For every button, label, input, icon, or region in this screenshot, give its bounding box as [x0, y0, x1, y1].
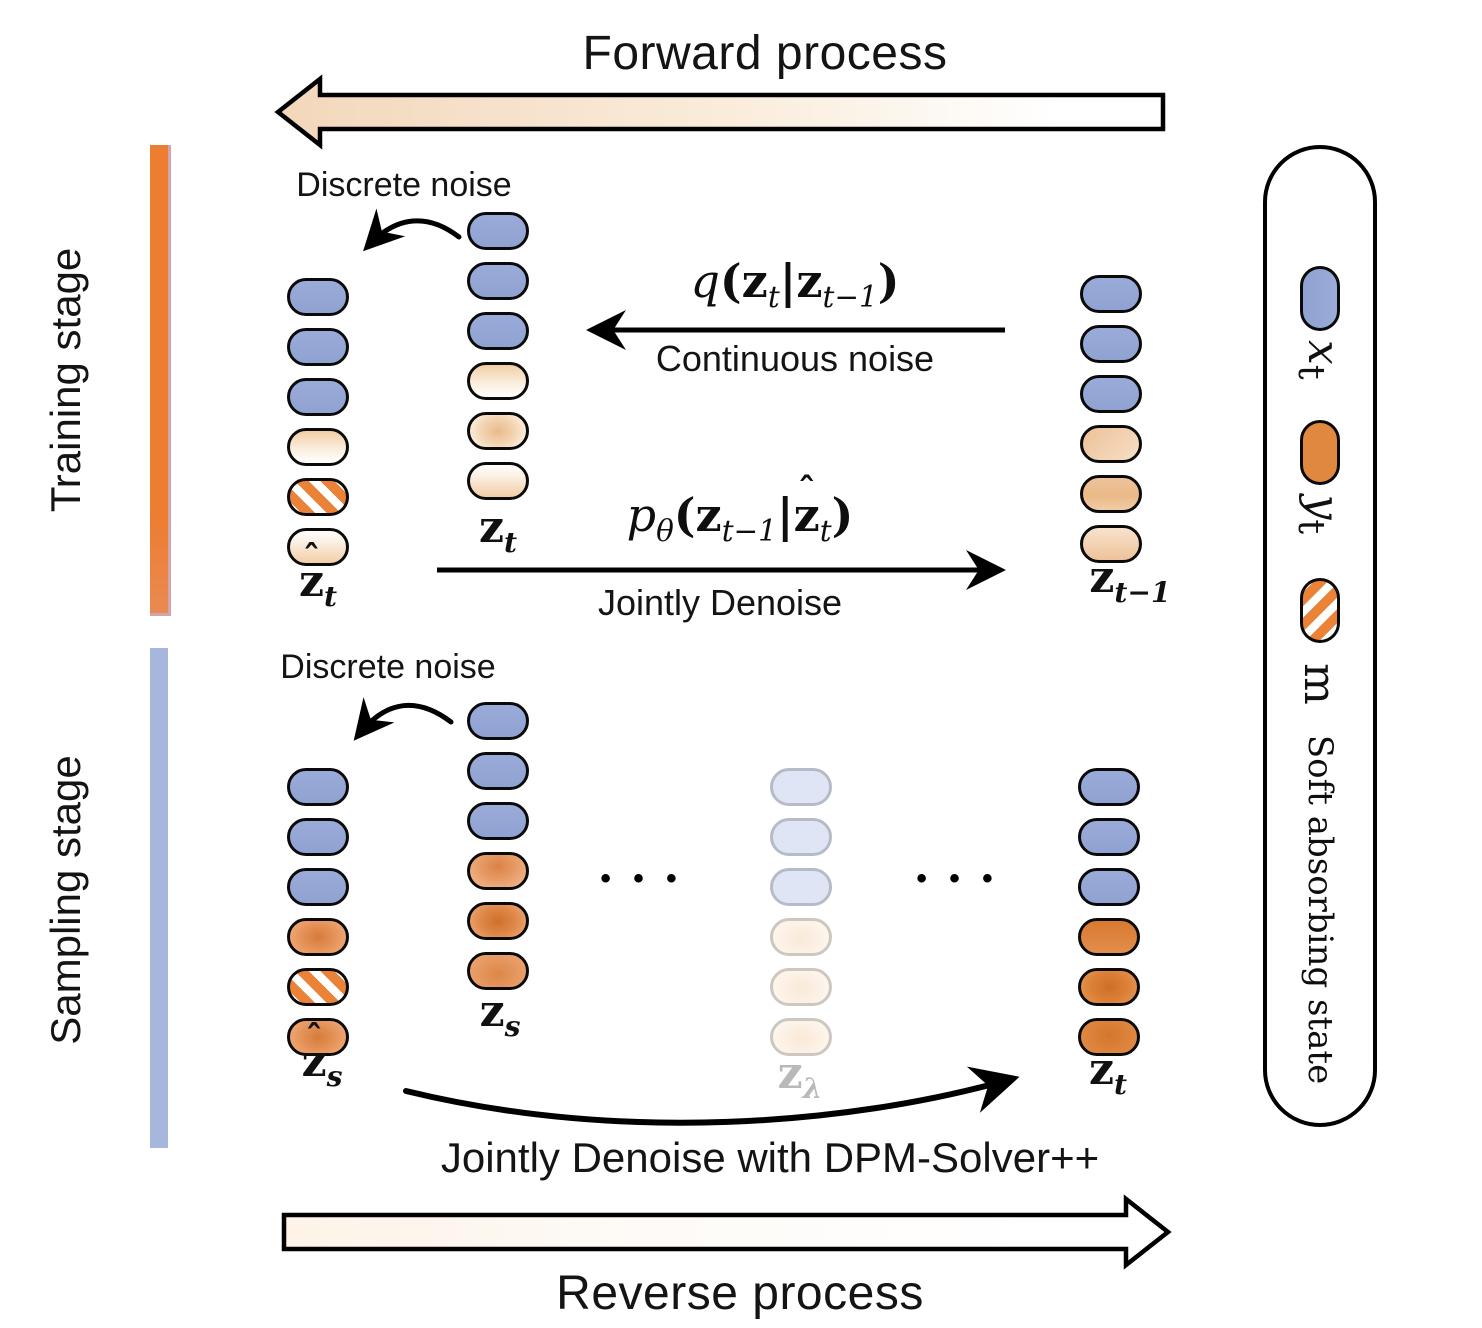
token-pill-blue [287, 278, 349, 316]
ellipsis-dots-right: • • • [916, 862, 1000, 895]
forward-process-title: Forward process [582, 27, 948, 80]
token-pill-ghost-blue [770, 868, 832, 906]
token-pill-striped [287, 968, 349, 1006]
stack-z-t [467, 212, 529, 500]
token-pill-tan-bottom [1080, 525, 1142, 563]
label-z-t-minus-1: zt−1 [1089, 552, 1171, 609]
token-pill-blue [1078, 818, 1140, 856]
token-pill-ghost-cream [770, 968, 832, 1006]
legend-pill-x [1300, 266, 1340, 331]
legend-content: xt yt m Soft absorbing state [1263, 156, 1377, 1116]
legend-note-soft-absorbing: Soft absorbing state [1300, 734, 1340, 1085]
token-pill-blue [1078, 868, 1140, 906]
discrete-noise-label-training: Discrete noise [296, 166, 512, 204]
stack-z-lambda [770, 768, 832, 1056]
token-pill-blue [1080, 275, 1142, 313]
reverse-process-arrow [281, 1194, 1172, 1270]
label-z-t-sampling: zt [1088, 1044, 1127, 1101]
reverse-process-title: Reverse process [556, 1267, 924, 1320]
hat-accent: ˆ [302, 538, 321, 579]
discrete-noise-arrow-training [363, 208, 462, 252]
discrete-noise-label-sampling: Discrete noise [280, 648, 496, 686]
label-z-t: zt [478, 502, 517, 559]
token-pill-cream-bottom [287, 528, 349, 566]
legend-label-x: xt [1290, 340, 1350, 380]
training-stage-label: Training stage [42, 247, 89, 513]
token-pill-striped [287, 478, 349, 516]
token-pill-tan-mid [1080, 475, 1142, 513]
token-pill-blue [287, 868, 349, 906]
forward-process-arrow [274, 74, 1166, 150]
stack-zhat-t [287, 278, 349, 566]
discrete-noise-arrow-sampling [353, 697, 454, 741]
token-pill-blue [1080, 375, 1142, 413]
sampling-stage-label: Sampling stage [42, 755, 89, 1045]
legend-pill-m [1300, 578, 1340, 644]
token-pill-orange-strong-center [1078, 968, 1140, 1006]
token-pill-blue [1080, 325, 1142, 363]
token-pill-tan-top [1080, 425, 1142, 463]
p-distribution-formula: pθ(zt−1| ˆ zt) [626, 470, 854, 549]
token-pill-blue [287, 818, 349, 856]
token-pill-blue [467, 702, 529, 740]
token-pill-blue [467, 262, 529, 300]
jointly-denoise-label: Jointly Denoise [597, 582, 843, 623]
token-pill-orange-center [287, 1018, 349, 1056]
token-pill-ghost-blue [770, 818, 832, 856]
token-pill-blue [467, 752, 529, 790]
sampling-stage-bar [150, 648, 168, 1148]
token-pill-orange-soft-top [467, 852, 529, 890]
token-pill-blue [287, 328, 349, 366]
jointly-denoise-dpm-label: Jointly Denoise with DPM-Solver++ [440, 1134, 1100, 1181]
token-pill-blue [287, 768, 349, 806]
stack-z-t-minus-1 [1080, 275, 1142, 563]
stack-z-s [467, 702, 529, 990]
token-pill-blue [467, 312, 529, 350]
token-pill-ghost-blue [770, 768, 832, 806]
stack-z-t-sampling [1078, 768, 1140, 1056]
hat-accent: ˆ [797, 470, 816, 513]
token-pill-orange-center [287, 918, 349, 956]
legend-label-y: yt [1290, 494, 1350, 535]
training-stage-bar [150, 145, 171, 616]
token-pill-cream-top [467, 362, 529, 400]
token-pill-orange-strong-bottom [1078, 1018, 1140, 1056]
label-z-lambda: zλ [777, 1048, 823, 1105]
label-zhat-s: ˆ zs [301, 1018, 343, 1093]
token-pill-ghost-cream [770, 918, 832, 956]
token-pill-blue [1078, 768, 1140, 806]
token-pill-orange-soft-bottom [467, 952, 529, 990]
dpm-solver-arrow [403, 1066, 1020, 1126]
token-pill-cream-top [287, 428, 349, 466]
label-z-s: zs [479, 986, 521, 1043]
token-pill-ghost-cream [770, 1018, 832, 1056]
ellipsis-dots-left: • • • [600, 862, 684, 895]
token-pill-blue [467, 802, 529, 840]
q-distribution-formula: q(zt|zt−1) [690, 254, 900, 315]
token-pill-orange-strong-top [1078, 918, 1140, 956]
token-pill-orange-soft-center [467, 902, 529, 940]
legend-pill-y [1300, 419, 1340, 485]
label-zhat-t: ˆ zt [298, 538, 337, 613]
token-pill-cream-bottom [467, 462, 529, 500]
hat-accent: ˆ [305, 1018, 323, 1059]
token-pill-blue [467, 212, 529, 250]
legend-label-m: m [1294, 663, 1346, 705]
continuous-noise-label: Continuous noise [655, 338, 935, 379]
token-pill-blue [287, 378, 349, 416]
token-pill-cream-center [467, 412, 529, 450]
stack-zhat-s [287, 768, 349, 1056]
